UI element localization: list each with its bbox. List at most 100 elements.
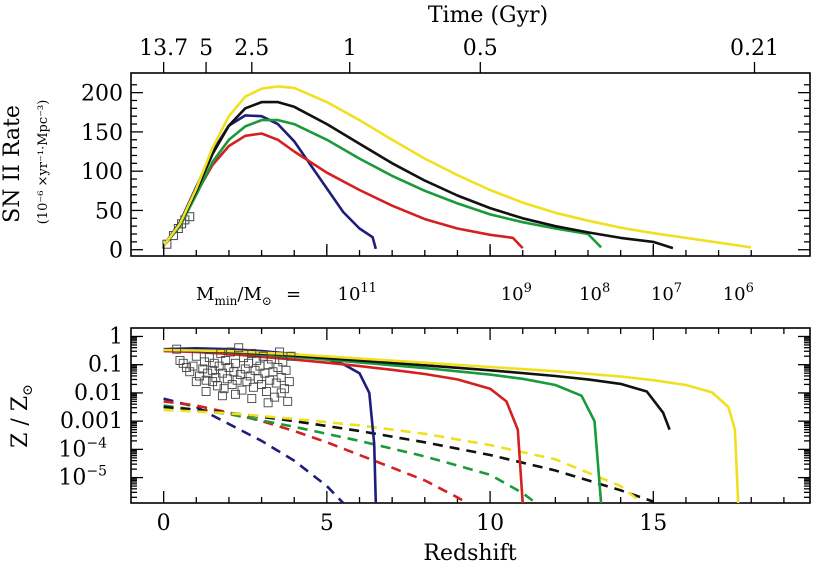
observation-marker	[242, 377, 252, 387]
observation-marker	[213, 381, 222, 391]
metallicity-observations	[172, 343, 296, 408]
metallicity-curves	[163, 347, 740, 505]
observation-marker	[231, 358, 240, 368]
mass-value: 107	[651, 281, 682, 305]
y-tick-label: 200	[81, 82, 123, 107]
mass-values: 1011 109 108 107 106	[338, 281, 754, 305]
observation-marker	[262, 387, 271, 396]
time-axis-title: Time (Gyr)	[428, 3, 548, 28]
observation-marker	[263, 360, 273, 370]
log-y-tick-label: 0.1	[88, 353, 123, 378]
mass-value: 106	[723, 281, 754, 305]
observation-marker	[217, 391, 227, 401]
time-tick-label: 0.21	[730, 36, 779, 61]
redshift-x-ticks: 0 5 10 15	[157, 244, 785, 536]
y-tick-label: 100	[81, 160, 123, 185]
observation-marker	[191, 351, 201, 361]
observation-marker	[232, 375, 242, 385]
redshift-tick-label: 5	[320, 511, 334, 536]
mass-labels-row: Mmin/M⊙ = 1011 109 108 107 106	[196, 281, 754, 308]
observation-marker	[229, 367, 239, 377]
observation-marker	[217, 368, 227, 378]
observation-marker	[276, 388, 286, 398]
y-tick-label: 0	[109, 239, 123, 264]
y-tick-label: 50	[95, 199, 123, 224]
observation-marker	[266, 354, 276, 364]
redshift-tick-label: 15	[639, 511, 667, 536]
top-plot-frame	[130, 72, 811, 257]
metallicity-dashed-curve	[163, 400, 468, 505]
log-y-tick-label: 10−4	[58, 435, 107, 462]
observation-marker	[172, 344, 182, 354]
mass-value: 1011	[338, 281, 377, 305]
sn-rate-curve	[162, 100, 674, 250]
observation-marker	[265, 375, 275, 385]
observation-marker	[253, 374, 263, 384]
log-y-tick-label: 0.01	[74, 381, 123, 406]
mass-labels-title: Mmin/M⊙ =	[196, 284, 301, 308]
observation-marker	[204, 353, 214, 363]
mass-value: 108	[579, 281, 610, 305]
observation-marker	[247, 348, 257, 358]
sn-rate-y-units: (10⁻⁶ ×yr⁻¹·Mpc⁻³)	[36, 100, 51, 225]
observation-marker	[191, 377, 201, 387]
sn-rate-y-ticks: 0 50 100 150 200	[81, 82, 810, 264]
time-tick-label: 2.5	[234, 36, 269, 61]
sn-rate-curves	[162, 85, 752, 250]
mass-value: 109	[501, 281, 532, 305]
redshift-tick-label: 10	[476, 511, 504, 536]
redshift-x-label: Redshift	[423, 541, 516, 566]
observation-marker	[240, 364, 250, 374]
sn-rate-y-label: SN II Rate	[0, 105, 25, 223]
observation-marker	[286, 351, 296, 361]
observation-marker	[185, 367, 195, 377]
metallicity-solid-curve	[163, 348, 603, 504]
metallicity-dashed-curve	[163, 404, 537, 505]
observation-marker	[231, 389, 240, 399]
log-y-tick-label: 10−5	[58, 464, 107, 491]
observation-marker	[221, 356, 231, 365]
metallicity-dashed-curve	[163, 405, 654, 503]
metallicity-dashed-curve	[163, 408, 642, 503]
time-tick-label: 13.7	[139, 36, 188, 61]
observation-marker	[284, 377, 294, 387]
log-y-tick-label: 0.001	[60, 409, 123, 434]
time-tick-label: 5	[199, 36, 213, 61]
observation-marker	[201, 387, 211, 396]
observation-marker	[222, 374, 232, 384]
metallicity-solid-curve	[163, 348, 740, 504]
metallicity-y-label: Z / Z⊙	[8, 384, 36, 448]
observation-marker	[188, 361, 198, 371]
log-y-tick-label: 1	[109, 324, 123, 349]
time-tick-label: 0.5	[463, 36, 498, 61]
observation-marker	[216, 348, 226, 358]
metallicity-solid-curve	[163, 347, 378, 504]
observation-marker	[209, 358, 219, 368]
y-tick-label: 150	[81, 121, 123, 146]
observation-marker	[247, 394, 257, 404]
sn-rate-curve	[162, 132, 524, 250]
sn-rate-curve	[162, 85, 752, 249]
observation-marker	[201, 375, 211, 385]
observation-marker	[283, 396, 293, 406]
observation-marker	[235, 370, 245, 380]
sn-rate-panel: Time (Gyr) 13.7 5 2.5 1 0.5 0.21 0 50 100 150 200…	[0, 3, 811, 264]
observation-marker	[263, 398, 273, 408]
observation-marker	[271, 378, 281, 388]
time-tick-label: 1	[343, 36, 357, 61]
observation-marker	[214, 361, 224, 371]
metallicity-solid-curve	[163, 349, 524, 504]
observation-marker	[281, 365, 291, 375]
time-axis-ticks: 13.7 5 2.5 1 0.5 0.21	[139, 36, 779, 73]
sn-rate-curve	[162, 118, 603, 249]
observation-marker	[175, 356, 185, 365]
observation-marker	[278, 357, 288, 367]
redshift-tick-label: 0	[157, 511, 171, 536]
observation-marker	[275, 347, 284, 357]
bottom-plot-frame	[130, 327, 811, 504]
metallicity-dashed-curve	[163, 397, 345, 504]
observation-marker	[234, 343, 244, 353]
